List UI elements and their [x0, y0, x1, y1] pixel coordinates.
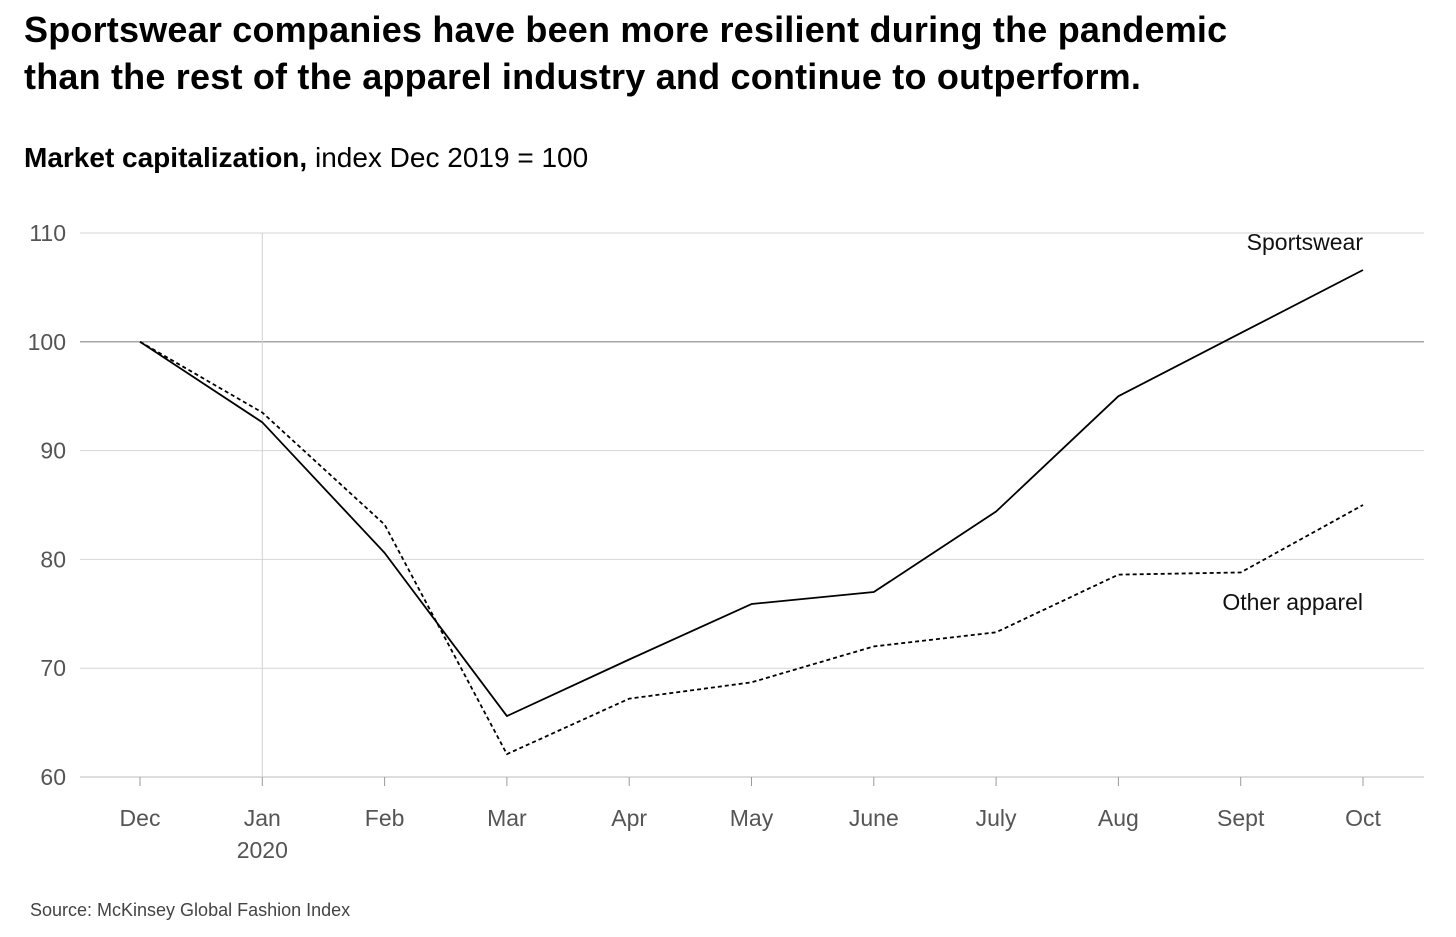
y-tick-label: 70: [40, 655, 66, 681]
x-tick-label: Oct: [1345, 805, 1381, 831]
series-label-sportswear: Sportswear: [1247, 229, 1364, 255]
x-tick-label: Dec: [120, 805, 161, 831]
series-label-other-apparel: Other apparel: [1222, 589, 1363, 615]
y-tick-label: 80: [40, 546, 66, 572]
x-tick-label: Sept: [1217, 805, 1265, 831]
series-line-other-apparel: [139, 341, 1364, 756]
subtitle-bold: Market capitalization,: [24, 142, 308, 173]
y-tick-label: 100: [28, 329, 66, 355]
x-tick-label: Jan: [244, 805, 281, 831]
x-tick-label: Apr: [611, 805, 647, 831]
chart-title: Sportswear companies have been more resi…: [24, 6, 1404, 100]
x-tick-label: Feb: [365, 805, 405, 831]
y-tick-label: 90: [40, 438, 66, 464]
chart-title-line-1: Sportswear companies have been more resi…: [24, 9, 1228, 50]
x-tick-label: June: [849, 805, 899, 831]
subtitle-rest: index Dec 2019 = 100: [307, 142, 589, 173]
source-note: Source: McKinsey Global Fashion Index: [30, 900, 351, 920]
chart-title-line-2: than the rest of the apparel industry an…: [24, 56, 1142, 97]
x-tick-label: Mar: [487, 805, 527, 831]
x-tick-label: Aug: [1098, 805, 1139, 831]
series-line-sportswear: [139, 269, 1364, 717]
x-tick-sublabel: 2020: [237, 837, 288, 863]
chart-subtitle: Market capitalization, index Dec 2019 = …: [24, 140, 588, 176]
y-tick-label: 60: [40, 764, 66, 790]
y-tick-label: 110: [29, 220, 66, 246]
x-tick-label: May: [730, 805, 774, 831]
x-tick-label: July: [976, 805, 1017, 831]
